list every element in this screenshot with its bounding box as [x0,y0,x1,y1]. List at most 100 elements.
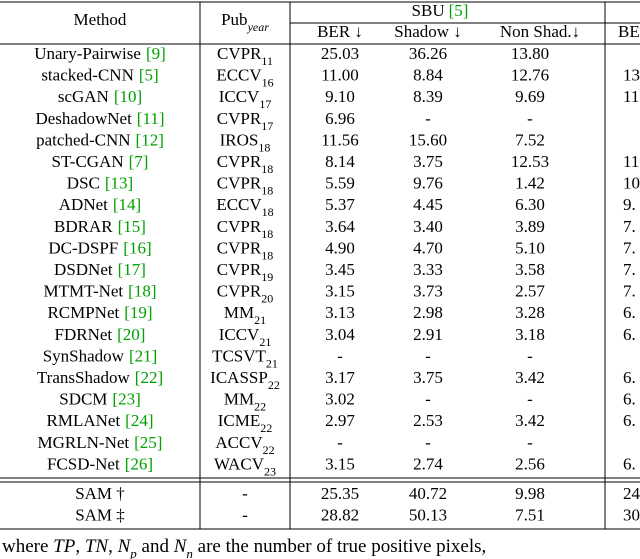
text-part: 9.69 [515,87,545,106]
next-cell: 11 [623,152,639,171]
pub-cell: CVPR11 [217,44,273,68]
pub-cell: MM21 [224,303,266,327]
caption-part: , [108,536,118,557]
ber-cell: 3.02 [325,390,355,409]
method-cell: BDRAR [15] [54,217,146,236]
ber-cell: 2.97 [325,411,355,430]
text-part: - [242,484,248,503]
nonshadow-cell: 3.58 [515,260,545,279]
text-part: - [337,346,343,365]
nonshadow-cell: 12.76 [511,66,549,85]
nonshadow-cell: - [527,390,533,409]
caption-part: TP [53,536,76,557]
pub-cell: CVPR18 [217,152,273,176]
text-part: 3.15 [325,454,355,473]
text-part: [13] [105,174,133,193]
text-part: 4.45 [413,195,443,214]
ber-cell: 5.59 [325,174,355,193]
text-part: Non Shad.↓ [500,22,580,41]
text-part: 11.00 [321,66,359,85]
text-part: [10] [114,87,142,106]
caption-part: are the number of true positive pixels, [193,536,486,557]
text-part: ICME [218,411,261,430]
text-part: [20] [117,325,145,344]
nonshadow-cell: 6.30 [515,195,545,214]
text-part: [26] [125,454,153,473]
ber-cell: 5.37 [325,195,355,214]
text-part: 6.30 [515,195,545,214]
text-part: ST-CGAN [52,152,124,171]
text-part: DSDNet [54,260,113,279]
caption-part: p [129,546,137,559]
text-part: MTMT-Net [44,282,124,301]
caption: where TP, TN, Np and Nn are the number o… [2,536,486,559]
text-part: - [425,346,431,365]
text-part: [24] [125,411,153,430]
text-part: 3.75 [413,152,443,171]
text-part: 21 [254,313,266,327]
text-part: 5.10 [515,238,545,257]
text-part: [17] [118,260,146,279]
text-part: 7.52 [515,130,545,149]
next-cell: 6. [623,303,636,322]
text-part: DSC [67,174,100,193]
header-nonshadow: Non Shad.↓ [500,22,580,41]
text-part: [15] [118,217,146,236]
text-part: 11 [623,87,639,106]
text-part: BDRAR [54,217,113,236]
shadow-cell: 2.74 [413,454,443,473]
next-cell: 6. [623,390,636,409]
pub-cell: ACCV22 [215,433,274,457]
text-part: - [337,433,343,452]
shadow-cell: - [425,109,431,128]
text-part: 2.56 [515,454,545,473]
ber-cell: 3.04 [325,325,355,344]
text-part: - [527,346,533,365]
text-part: 4.70 [413,238,443,257]
ber-cell: 3.13 [325,303,355,322]
text-part: 9.98 [515,484,545,503]
text-part: - [527,390,533,409]
text-part: 17 [261,119,273,133]
text-part: RMLANet [47,411,121,430]
text-part: - [527,109,533,128]
text-part: 11 [623,152,639,171]
header-group: SBU [5] [412,1,469,20]
caption-part: and [137,536,174,557]
method-cell: scGAN [10] [58,87,142,106]
text-part: 3.18 [515,325,545,344]
shadow-cell: 15.60 [409,130,447,149]
pub-cell: CVPR20 [217,282,273,306]
text-part: DC-DSPF [48,238,118,257]
text-part: 3.28 [515,303,545,322]
text-part: - [527,433,533,452]
ber-cell: 4.90 [325,238,355,257]
next-cell: 6. [623,411,636,430]
text-part: 8.14 [325,152,355,171]
text-part: scGAN [58,87,109,106]
text-part: [22] [135,368,163,387]
text-part: 7.51 [515,506,545,525]
next-cell: 6. [623,368,636,387]
next-cell: 11 [623,87,639,106]
text-part: [11] [137,109,165,128]
next-cell: 10 [623,174,640,193]
text-part: 16 [262,75,274,89]
text-part: 28.82 [321,506,359,525]
text-part: 18 [261,183,273,197]
caption-part: TN [85,536,110,557]
text-part: [7] [129,152,149,171]
text-part: 3.89 [515,217,545,236]
ber-cell: 3.64 [325,217,355,236]
text-part: TCSVT [212,346,266,365]
caption-part: where [2,536,53,557]
text-part: ACCV [215,433,263,452]
nonshadow-cell: 1.42 [515,174,545,193]
method-cell: SDCM [23] [59,390,141,409]
text-part: MGRLN-Net [38,433,130,452]
next-cell: 30 [623,506,640,525]
method-cell: ADNet [14] [59,195,141,214]
pub-cell: CVPR18 [217,217,273,241]
text-part: 23 [264,464,276,478]
